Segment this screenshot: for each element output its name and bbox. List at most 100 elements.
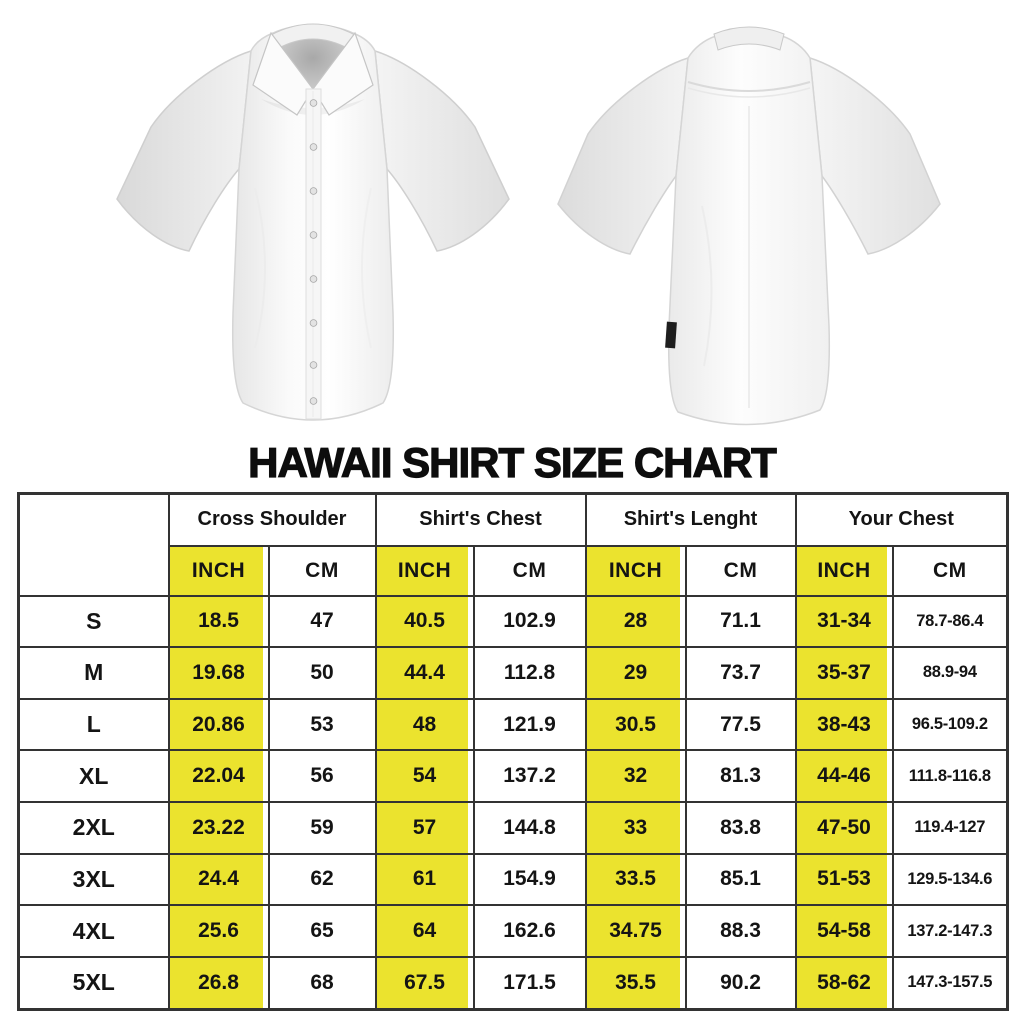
front-right-sleeve xyxy=(374,49,510,252)
cm-value-cell: 73.7 xyxy=(684,646,797,700)
inch-value-cell: 51-53 xyxy=(794,852,894,907)
inch-value-cell: 57 xyxy=(374,801,475,855)
inch-value-cell: 35.5 xyxy=(584,955,687,1011)
column-group-your-chest: Your Chest xyxy=(794,492,1009,547)
cm-value-cell: 129.5-134.6 xyxy=(891,852,1009,907)
cm-value-cell: 162.6 xyxy=(472,904,587,958)
inch-value-cell: 44.4 xyxy=(374,646,475,700)
cm-value-cell: 62 xyxy=(267,852,377,907)
size-cell: 3XL xyxy=(17,852,170,907)
unit-header-inch: INCH xyxy=(374,544,475,597)
cm-value-cell: 112.8 xyxy=(472,646,587,700)
size-cell: L xyxy=(17,697,170,752)
cm-value-cell: 137.2 xyxy=(472,749,587,803)
size-table-body: S 18.5 47 40.5 102.9 28 71.1 31-34 78.7-86.4 M 19.… xyxy=(17,594,1009,1011)
collar-left-flap xyxy=(252,31,314,116)
inch-value-cell: 44-46 xyxy=(794,749,894,803)
back-collar-band xyxy=(713,26,785,51)
back-wrinkle xyxy=(701,205,713,367)
cm-value-cell: 53 xyxy=(267,697,377,752)
inch-value-cell: 47-50 xyxy=(794,801,894,855)
table-row: 3XL 24.4 62 61 154.9 33.5 85.1 51-53 129.5-134.6 xyxy=(17,852,1009,907)
cm-value-cell: 81.3 xyxy=(684,749,797,803)
torso-wrinkle-left xyxy=(254,187,266,349)
inch-value-cell: 67.5 xyxy=(374,955,475,1011)
unit-header-inch: INCH xyxy=(584,544,687,597)
cm-value-cell: 96.5-109.2 xyxy=(891,697,1009,752)
cm-value-cell: 50 xyxy=(267,646,377,700)
back-shirt-image xyxy=(557,26,941,426)
cm-value-cell: 88.9-94 xyxy=(891,646,1009,700)
inch-value-cell: 64 xyxy=(374,904,475,958)
table-row: L 20.86 53 48 121.9 30.5 77.5 38-43 96.5-109.2 xyxy=(17,697,1009,752)
inch-value-cell: 22.04 xyxy=(167,749,270,803)
table-row: S 18.5 47 40.5 102.9 28 71.1 31-34 78.7-86.4 xyxy=(17,594,1009,649)
size-cell: 4XL xyxy=(17,904,170,958)
table-row: M 19.68 50 44.4 112.8 29 73.7 35-37 88.9-94 xyxy=(17,646,1009,700)
cm-value-cell: 90.2 xyxy=(684,955,797,1011)
size-chart-table: Cross Shoulder Shirt's Chest Shirt's Len… xyxy=(17,492,1010,1011)
inch-value-cell: 30.5 xyxy=(584,697,687,752)
inch-value-cell: 28 xyxy=(584,594,687,649)
inch-value-cell: 33 xyxy=(584,801,687,855)
size-cell: 5XL xyxy=(17,955,170,1011)
inch-value-cell: 54 xyxy=(374,749,475,803)
back-right-sleeve xyxy=(809,56,941,255)
cm-value-cell: 83.8 xyxy=(684,801,797,855)
inch-value-cell: 23.22 xyxy=(167,801,270,855)
size-cell: XL xyxy=(17,749,170,803)
cm-value-cell: 68 xyxy=(267,955,377,1011)
inch-value-cell: 38-43 xyxy=(794,697,894,752)
unit-header-cm: CM xyxy=(891,544,1009,597)
cm-value-cell: 56 xyxy=(267,749,377,803)
table-row: 4XL 25.6 65 64 162.6 34.75 88.3 54-58 137.2-147.… xyxy=(17,904,1009,958)
size-cell: M xyxy=(17,646,170,700)
inch-value-cell: 58-62 xyxy=(794,955,894,1011)
inch-value-cell: 34.75 xyxy=(584,904,687,958)
inch-value-cell: 20.86 xyxy=(167,697,270,752)
inch-value-cell: 40.5 xyxy=(374,594,475,649)
cm-value-cell: 77.5 xyxy=(684,697,797,752)
cm-value-cell: 154.9 xyxy=(472,852,587,907)
inch-value-cell: 29 xyxy=(584,646,687,700)
page-title: HAWAII SHIRT SIZE CHART xyxy=(248,439,778,487)
size-cell: S xyxy=(17,594,170,649)
unit-header-cm: CM xyxy=(684,544,797,597)
cm-value-cell: 121.9 xyxy=(472,697,587,752)
front-neck-opening xyxy=(277,27,349,89)
inch-value-cell: 32 xyxy=(584,749,687,803)
shirt-buttons xyxy=(309,99,318,405)
inch-value-cell: 18.5 xyxy=(167,594,270,649)
cm-value-cell: 47 xyxy=(267,594,377,649)
cm-value-cell: 65 xyxy=(267,904,377,958)
cm-value-cell: 171.5 xyxy=(472,955,587,1011)
cm-value-cell: 102.9 xyxy=(472,594,587,649)
cm-value-cell: 71.1 xyxy=(684,594,797,649)
column-group-shirts-chest: Shirt's Chest xyxy=(374,492,587,547)
table-row: 5XL 26.8 68 67.5 171.5 35.5 90.2 58-62 147.3-157… xyxy=(17,955,1009,1011)
table-row: XL 22.04 56 54 137.2 32 81.3 44-46 111.8-116.8 xyxy=(17,749,1009,803)
unit-header-cm: CM xyxy=(267,544,377,597)
back-yoke-seam-2 xyxy=(687,87,811,98)
inch-value-cell: 26.8 xyxy=(167,955,270,1011)
unit-header-inch: INCH xyxy=(167,544,270,597)
inch-value-cell: 33.5 xyxy=(584,852,687,907)
table-row: 2XL 23.22 59 57 144.8 33 83.8 47-50 119.4-127 xyxy=(17,801,1009,855)
inch-value-cell: 48 xyxy=(374,697,475,752)
cm-value-cell: 88.3 xyxy=(684,904,797,958)
cm-value-cell: 111.8-116.8 xyxy=(891,749,1009,803)
collar-right-flap xyxy=(312,31,374,116)
collar-shadow xyxy=(261,99,365,115)
cm-value-cell: 59 xyxy=(267,801,377,855)
inch-value-cell: 35-37 xyxy=(794,646,894,700)
back-yoke-seam xyxy=(687,81,811,92)
cm-value-cell: 78.7-86.4 xyxy=(891,594,1009,649)
corner-cell xyxy=(17,492,170,597)
unit-header-inch: INCH xyxy=(794,544,894,597)
inch-value-cell: 19.68 xyxy=(167,646,270,700)
size-cell: 2XL xyxy=(17,801,170,855)
cm-value-cell: 119.4-127 xyxy=(891,801,1009,855)
front-shirt-image xyxy=(116,23,510,421)
side-tag xyxy=(665,321,677,349)
